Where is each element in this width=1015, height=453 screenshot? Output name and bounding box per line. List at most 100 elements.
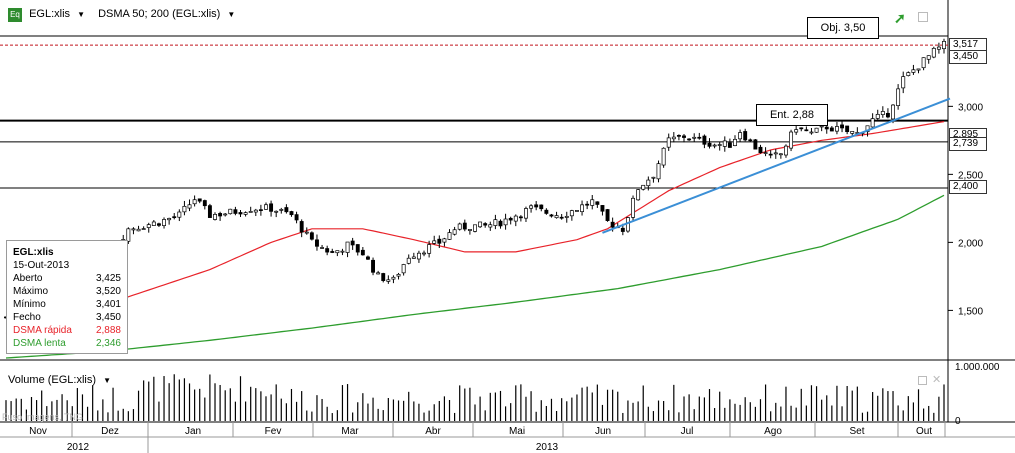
candle-body [916, 68, 921, 71]
candle-body [641, 184, 646, 190]
candle-body [763, 152, 768, 154]
chevron-down-icon[interactable]: ▼ [77, 10, 86, 19]
candle-body [524, 208, 528, 219]
candle-body [636, 189, 641, 201]
candle-body [850, 130, 855, 134]
month-label-jun: Jun [595, 426, 611, 437]
candle-body [350, 240, 355, 246]
candle-body [218, 213, 223, 217]
candle-body [202, 200, 207, 207]
candle-body [926, 55, 931, 60]
info-row-open: Aberto 3,425 [13, 273, 121, 284]
candle-body [819, 125, 824, 128]
y-tick-label: 2,500 [958, 170, 983, 181]
candle-body [676, 134, 681, 137]
candle-body [493, 219, 498, 226]
chevron-down-icon[interactable]: ▼ [103, 376, 112, 385]
window-restore-icon[interactable] [918, 376, 927, 385]
volume-label[interactable]: Volume (EGL:xlis) [8, 374, 97, 386]
candle-body [840, 124, 844, 129]
candle-body [590, 199, 595, 206]
candle-body [187, 204, 192, 209]
candle-body [544, 209, 549, 214]
candle-body [488, 224, 493, 228]
candle-body [534, 204, 539, 208]
candle-body [564, 215, 569, 218]
candle-body [243, 212, 248, 215]
candle-body [768, 153, 773, 156]
candle-body [264, 204, 268, 210]
candle-body [738, 132, 743, 140]
candle-body [503, 218, 508, 226]
year-label-2013: 2013 [536, 442, 559, 453]
candle-body [824, 126, 829, 130]
close-icon[interactable]: ✕ [932, 374, 942, 386]
volume-header[interactable]: Volume (EGL:xlis) ▼ [8, 374, 111, 386]
info-row-close: Fecho 3,450 [13, 312, 121, 323]
level-tag-2400: 2,400 [949, 180, 987, 194]
candle-body [406, 257, 411, 264]
info-date: 15-Out-2013 [13, 260, 70, 271]
candle-body [289, 211, 294, 216]
dsma-slow-line [5, 194, 945, 359]
candle-body [518, 216, 523, 219]
y-tick-label: 3,000 [958, 102, 983, 113]
candle-body [483, 223, 488, 226]
candle-body [870, 118, 875, 128]
candle-body [274, 210, 279, 213]
candle-body [386, 279, 391, 282]
candle-body [804, 129, 809, 132]
candle-body [569, 210, 574, 217]
candle-body [554, 215, 559, 219]
candle-body [906, 72, 911, 76]
window-restore-icon[interactable] [918, 12, 928, 22]
candle-body [411, 256, 416, 259]
volume-zero-label: 0 [955, 416, 961, 427]
candle-body [269, 203, 274, 212]
candle-body [131, 228, 136, 231]
candle-body [702, 135, 707, 145]
candle-body [315, 239, 319, 247]
month-label-nov: Nov [29, 426, 47, 437]
month-label-fev: Fev [265, 426, 282, 437]
candle-body [197, 198, 202, 202]
candle-body [891, 104, 895, 120]
candle-body [880, 111, 885, 115]
candle-body [182, 205, 187, 213]
candle-body [371, 259, 375, 273]
candle-body [809, 131, 814, 134]
candle-body [416, 252, 421, 260]
candle-body [717, 144, 722, 146]
candle-body [778, 153, 783, 156]
info-row-slow-ma: DSMA lenta 2,346 [13, 338, 121, 349]
header-left[interactable]: Eq EGL:xlis ▼ DSMA 50; 200 (EGL:xlis) ▼ [8, 8, 235, 22]
trend-icon[interactable]: ➚ [894, 10, 906, 26]
instrument-label[interactable]: EGL:xlis [29, 8, 71, 20]
candle-body [600, 205, 605, 212]
candle-body [901, 76, 906, 89]
chevron-down-icon[interactable]: ▼ [227, 10, 236, 19]
candle-body [457, 223, 462, 230]
volume-max-label: 1.000.000 [955, 362, 1000, 373]
candle-body [223, 213, 228, 216]
candle-body [299, 221, 304, 233]
candle-body [733, 138, 737, 147]
candle-body [814, 127, 819, 133]
candle-body [126, 228, 131, 242]
candle-body [330, 251, 335, 253]
candle-body [712, 144, 717, 147]
info-row-low: Mínimo 3,401 [13, 299, 121, 310]
month-label-set: Set [849, 426, 864, 437]
indicator-label[interactable]: DSMA 50; 200 (EGL:xlis) [98, 8, 221, 20]
month-label-mar: Mar [341, 426, 359, 437]
candle-body [885, 112, 890, 118]
level-tag-2739: 2,739 [949, 137, 987, 151]
candle-body [931, 47, 936, 58]
year-label-2012: 2012 [67, 442, 90, 453]
trendline [602, 97, 951, 234]
candle-body [228, 208, 233, 215]
candle-body [467, 229, 472, 231]
candle-body [253, 209, 258, 213]
candle-body [213, 214, 217, 220]
